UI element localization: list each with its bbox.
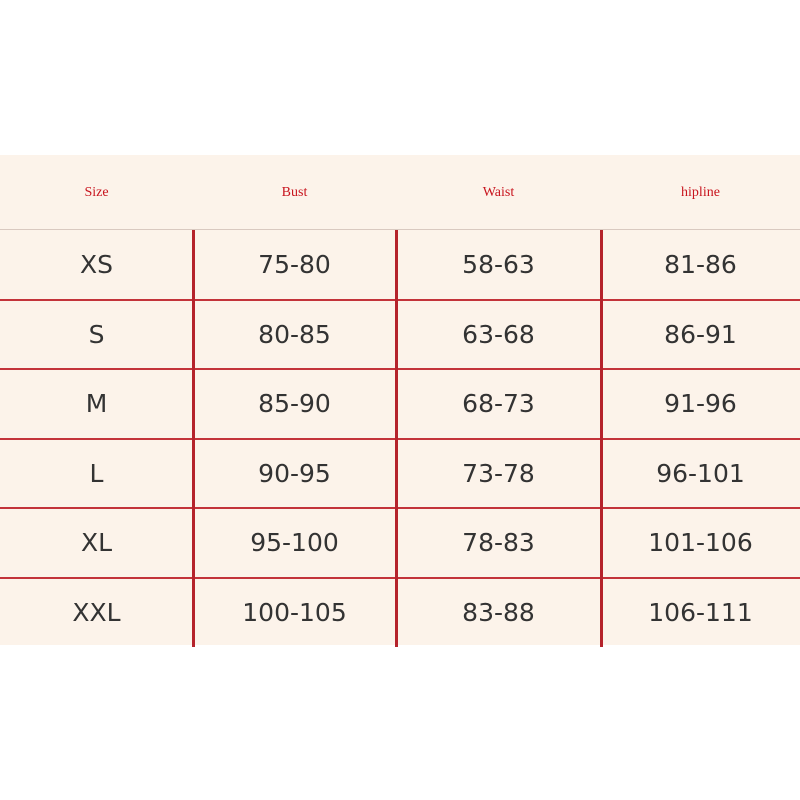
- table-cell: 96-101: [656, 458, 745, 488]
- table-cell: 73-78: [462, 458, 535, 488]
- table-cell: XS: [80, 250, 113, 280]
- column-divider: [600, 230, 603, 647]
- table-cell: 100-105: [242, 597, 347, 627]
- row-divider: [0, 298, 800, 301]
- table-background: [0, 155, 800, 645]
- table-cell: 101-106: [648, 528, 753, 558]
- table-cell: 58-63: [462, 250, 535, 280]
- header-cell: hipline: [681, 184, 720, 200]
- table-cell: S: [88, 319, 105, 349]
- table-cell: 90-95: [258, 458, 331, 488]
- row-divider: [0, 437, 800, 440]
- table-cell: 63-68: [462, 319, 535, 349]
- table-cell: 81-86: [664, 250, 737, 280]
- table-cell: 78-83: [462, 528, 535, 558]
- table-cell: 86-91: [664, 319, 737, 349]
- table-cell: 91-96: [664, 389, 737, 419]
- header-cell: Waist: [482, 184, 515, 200]
- row-divider: [0, 368, 800, 370]
- header-cell: Size: [84, 184, 109, 200]
- table-cell: 85-90: [258, 389, 331, 419]
- row-divider: [0, 507, 800, 509]
- column-divider: [395, 230, 398, 647]
- row-divider: [0, 576, 800, 579]
- table-cell: 75-80: [258, 250, 331, 280]
- table-cell: XXL: [72, 597, 121, 627]
- table-cell: 80-85: [258, 319, 331, 349]
- table-cell: 68-73: [462, 389, 535, 419]
- table-cell: L: [89, 458, 104, 488]
- header-cell: Bust: [281, 184, 308, 200]
- table-cell: XL: [80, 528, 113, 558]
- table-cell: 95-100: [250, 528, 339, 558]
- row-divider: [0, 229, 800, 230]
- table-cell: 106-111: [648, 597, 753, 627]
- table-cell: M: [85, 389, 108, 419]
- table-cell: 83-88: [462, 597, 535, 627]
- column-divider: [192, 230, 195, 647]
